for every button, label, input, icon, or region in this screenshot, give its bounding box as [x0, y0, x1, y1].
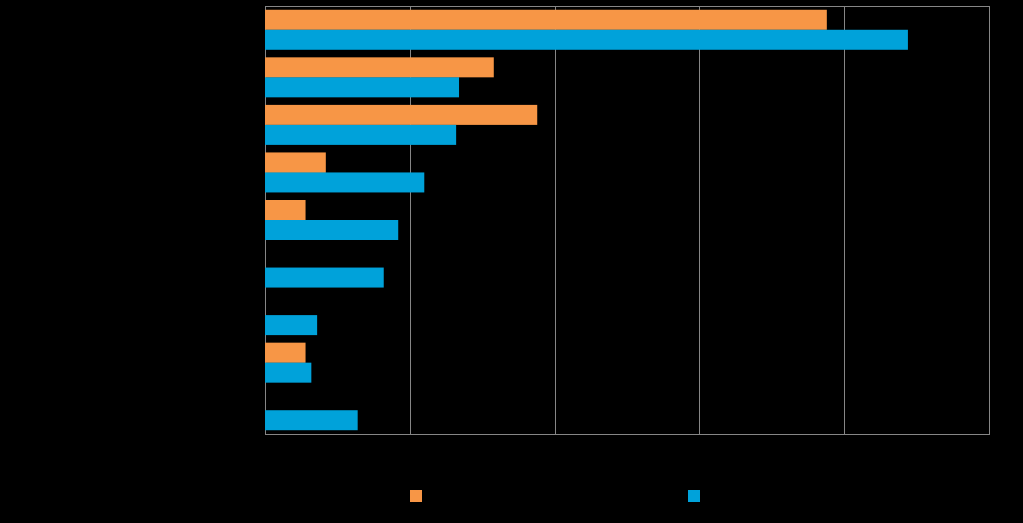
bar-4-series-1 — [265, 220, 399, 240]
bar-1-series-1 — [265, 77, 460, 98]
x-tick-label-0: 0 — [261, 442, 268, 457]
bar-0-series-0 — [265, 9, 827, 30]
bar-2-series-1 — [265, 124, 457, 145]
bar-1-series-0 — [265, 57, 494, 78]
x-tick-label-4: 20 — [837, 442, 851, 457]
bar-2-series-0 — [265, 104, 538, 125]
bar-0-series-1 — [265, 29, 908, 50]
x-tick-label-5: 25 — [982, 442, 996, 457]
bar-4-series-0 — [265, 200, 306, 220]
legend-swatch-0 — [410, 490, 422, 502]
legend-swatch-1 — [688, 490, 700, 502]
bar-6-series-1 — [265, 315, 318, 336]
bar-7-series-1 — [265, 362, 312, 383]
legend-item-0 — [410, 486, 430, 506]
bar-8-series-1 — [265, 410, 358, 431]
legend — [0, 486, 1023, 506]
bar-3-series-1 — [265, 172, 425, 193]
bar-5-series-1 — [265, 267, 384, 288]
legend-item-1 — [688, 486, 708, 506]
x-tick-label-2: 10 — [547, 442, 561, 457]
bar-3-series-0 — [265, 152, 326, 173]
bar-7-series-0 — [265, 342, 306, 363]
x-tick-label-3: 15 — [692, 442, 706, 457]
x-tick-label-1: 5 — [406, 442, 413, 457]
